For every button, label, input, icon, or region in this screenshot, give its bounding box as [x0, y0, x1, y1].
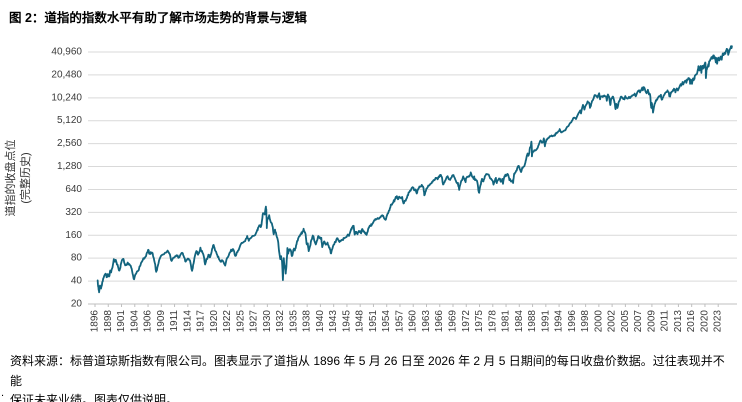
- x-tick-label: 2002: [607, 310, 618, 333]
- x-tick-label: 1909: [156, 310, 167, 333]
- x-tick-label: 1920: [209, 310, 220, 333]
- y-tick-label: 1,280: [57, 161, 82, 172]
- y-tick-label: 320: [65, 207, 82, 218]
- x-tick-label: 1998: [580, 310, 591, 333]
- x-tick-label: 1981: [501, 310, 512, 333]
- x-tick-label: 1914: [182, 310, 193, 333]
- x-tick-label: 1948: [355, 310, 366, 333]
- x-tick-label: 1960: [408, 310, 419, 333]
- x-tick-label: 2016: [686, 310, 697, 333]
- x-tick-label: 2023: [713, 310, 724, 333]
- y-tick-label: 160: [65, 230, 82, 241]
- x-tick-label: 1935: [288, 310, 299, 333]
- x-tick-label: 1994: [554, 310, 565, 333]
- x-tick-label: 2000: [593, 310, 604, 333]
- y-tick-label: 80: [71, 253, 83, 264]
- y-axis-title: 道指的收盘点位 (完整历史): [4, 52, 36, 304]
- x-tick-label: 1925: [235, 310, 246, 333]
- x-tick-label: 1975: [474, 310, 485, 333]
- x-tick-label: 1906: [143, 310, 154, 333]
- x-tick-label: 1932: [275, 310, 286, 333]
- y-axis-title-line1: 道指的收盘点位: [5, 139, 17, 217]
- x-tick-label: 1930: [262, 310, 273, 333]
- x-tick-label: 1951: [368, 310, 379, 333]
- y-tick-label: 40: [71, 276, 83, 287]
- source-footnote: 资料来源：标普道琼斯指数有限公司。图表显示了道指从 1896 年 5 月 26 …: [10, 352, 736, 402]
- x-tick-label: 1957: [394, 310, 405, 333]
- x-tick-label: 2009: [646, 310, 657, 333]
- x-tick-label: 1963: [421, 310, 432, 333]
- y-tick-label: 10,240: [51, 92, 82, 103]
- footnote-line2: 保证未来业绩。图表仅供说明。: [10, 393, 179, 402]
- x-tick-label: 1922: [222, 310, 233, 333]
- x-tick-label: 1911: [169, 310, 180, 332]
- x-tick-label: 1896: [90, 310, 101, 333]
- x-tick-label: 1984: [514, 310, 525, 333]
- x-tick-label: 1966: [434, 310, 445, 333]
- y-axis-title-line2: (完整历史): [20, 152, 32, 204]
- x-tick-label: 1954: [381, 310, 392, 333]
- x-tick-label: 1943: [328, 310, 339, 333]
- dow-price-line: [96, 45, 733, 294]
- footnote-line1: 资料来源：标普道琼斯指数有限公司。图表显示了道指从 1896 年 5 月 26 …: [10, 354, 725, 388]
- chart-title: 图 2：道指的指数水平有助了解市场走势的背景与逻辑: [9, 11, 307, 25]
- x-tick-label: 1972: [461, 310, 472, 333]
- x-tick-label: 1996: [567, 310, 578, 333]
- x-tick-label: 1904: [129, 310, 140, 333]
- y-tick-label: 20: [71, 299, 83, 310]
- x-tick-label: 2011: [660, 310, 671, 332]
- y-tick-label: 5,120: [57, 115, 82, 126]
- x-tick-label: 1927: [249, 310, 260, 333]
- y-tick-label: 2,560: [57, 138, 82, 149]
- x-tick-label: 1969: [448, 310, 459, 333]
- x-tick-label: 1901: [116, 310, 127, 333]
- y-tick-label: 20,480: [51, 69, 82, 80]
- x-tick-label: 1940: [315, 310, 326, 333]
- x-tick-label: 2013: [673, 310, 684, 333]
- x-tick-label: 2005: [620, 310, 631, 333]
- y-tick-label: 40,960: [51, 47, 82, 58]
- stray-period-mark: .: [1, 387, 5, 399]
- x-tick-label: 1938: [302, 310, 313, 333]
- x-tick-label: 1917: [196, 310, 207, 333]
- x-tick-label: 1945: [341, 310, 352, 333]
- x-tick-label: 1978: [487, 310, 498, 333]
- x-tick-label: 2020: [699, 310, 710, 333]
- y-tick-label: 640: [65, 184, 82, 195]
- x-tick-label: 1988: [527, 310, 538, 333]
- x-tick-label: 1898: [103, 310, 114, 333]
- x-tick-label: 1991: [540, 310, 551, 333]
- x-tick-label: 2007: [633, 310, 644, 333]
